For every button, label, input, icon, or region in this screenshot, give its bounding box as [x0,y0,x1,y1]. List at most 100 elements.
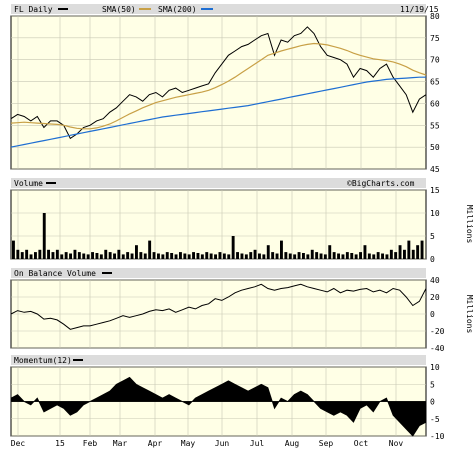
volume-bar [121,254,125,259]
volume-bar [25,249,29,259]
obv-series-line [10,283,427,330]
obv-tick-label: 0 [430,310,435,319]
volume-watermark: ©BigCharts.com [347,179,415,188]
volume-bar [403,249,406,259]
volume-bar [170,253,174,259]
volume-bar [214,254,217,259]
volume-bar [47,249,50,259]
obv-tick-label: 20 [430,293,440,302]
volume-tick-label: 0 [430,255,435,264]
volume-bar [126,252,130,259]
price-plot-area [10,15,427,170]
momentum-header-bar [11,355,426,365]
x-tick-label: Sep [319,439,334,448]
volume-legend-swatch [46,182,56,184]
volume-bar [398,245,402,259]
volume-bar [288,253,292,259]
volume-bar [350,253,354,259]
volume-plot-area [10,189,427,260]
volume-bar [104,249,108,259]
obv-tick-label: -20 [430,327,445,336]
volume-bar [407,240,411,259]
obv-tick-label: -40 [430,344,445,353]
volume-bar [306,254,310,259]
volume-bar [205,252,209,259]
x-tick-label: Jun [215,439,230,448]
x-tick-label: Nov [389,439,404,448]
volume-bar [179,252,182,259]
x-tick-label: Dec [11,439,26,448]
volume-bar [381,253,384,259]
price-header-bar [11,4,426,14]
volume-tick-label: 10 [430,209,440,218]
momentum-legend-swatch [73,359,83,361]
volume-bar [337,253,340,259]
chart-date: 11/19/15 [400,5,439,14]
volume-bar [302,253,305,259]
volume-bar [64,252,68,259]
volume-bar [372,254,376,259]
price-tick-label: 45 [430,165,440,174]
volume-bar [323,254,327,259]
volume-bar [275,253,279,259]
volume-tick-label: 15 [430,186,440,195]
volume-bar [196,253,200,259]
obv-tick-label: 40 [430,276,440,285]
price-panel: FL Daily SMA(50) SMA(200) 11/19/15 45 50 5… [10,4,440,174]
volume-bar [51,252,55,259]
momentum-area [10,376,427,437]
volume-panel: Volume ©BigCharts.com 0 5 10 15 Millions [10,178,474,264]
price-tick-label: 55 [430,121,440,130]
x-tick-label: May [181,439,196,448]
volume-bar [240,253,244,259]
volume-bar [174,254,178,259]
volume-bar [139,252,143,259]
volume-bar [209,253,213,259]
volume-bar [253,249,257,259]
volume-bar [113,253,116,259]
volume-bar [266,245,270,259]
volume-bar [236,252,239,259]
volume-bar [227,254,231,259]
volume-bar [69,253,72,259]
volume-bar [315,252,319,259]
volume-bar [16,249,20,259]
volume-bar [385,254,389,259]
volume-bar [187,254,191,259]
volume-bar [376,252,380,259]
volume-bar [12,240,15,259]
momentum-tick-label: -10 [430,432,445,441]
momentum-panel: Momentum(12) -10 -5 0 5 10 [10,355,445,441]
x-tick-label: Mar [113,439,128,448]
volume-bar [200,254,204,259]
volume-title: Volume [14,179,43,188]
x-tick-label: 15 [55,439,65,448]
obv-panel: On Balance Volume -40 -20 0 20 40 Millions [10,268,474,353]
volume-ylabel: Millions [465,205,474,244]
volume-bar [332,252,336,259]
obv-ylabel: Millions [465,295,474,334]
obv-legend-swatch [102,272,112,274]
momentum-tick-label: 5 [430,380,435,389]
volume-bar [183,253,187,259]
volume-bar [117,249,121,259]
volume-bar [341,254,345,259]
volume-bar [363,245,367,259]
momentum-tick-label: 0 [430,398,435,407]
price-tick-label: 50 [430,143,440,152]
volume-bar [143,253,147,259]
volume-bar [55,249,59,259]
x-tick-label: Apr [148,439,163,448]
volume-bar [148,240,152,259]
price-tick-label: 75 [430,34,440,43]
volume-bar [293,254,297,259]
sma50-legend-swatch [139,8,151,10]
volume-bar [244,254,248,259]
volume-bar [38,249,42,259]
volume-bar [345,252,349,259]
x-tick-label: Aug [285,439,300,448]
x-tick-label: Feb [83,439,98,448]
volume-header-bar [11,178,426,188]
volume-bar [354,254,358,259]
momentum-tick-label: 10 [430,363,440,372]
